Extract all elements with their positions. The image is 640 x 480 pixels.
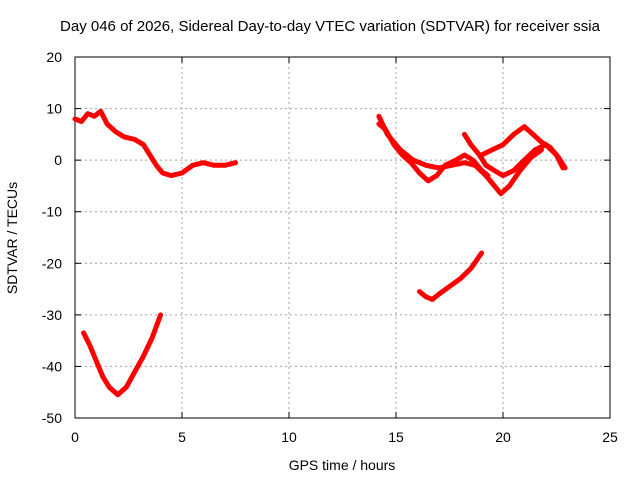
x-tick-labels: 0 5 10 15 20 25 [71,429,618,445]
series-line-track-b-dip [417,250,485,302]
y-tick-label: 10 [46,101,62,117]
y-tick-label: 0 [54,152,62,168]
y-tick-labels: -50 -40 -30 -20 -10 0 10 20 [42,49,62,426]
grid [75,57,610,418]
plot-area [72,108,568,398]
series-line-track-a-dip [81,312,164,398]
y-tick-label: -30 [42,307,62,323]
y-tick-label: -10 [42,204,62,220]
plot-frame [74,56,611,419]
x-tick-label: 25 [602,429,618,445]
y-axis-label: SDTVAR / TECUs [4,182,20,294]
x-tick-label: 5 [178,429,186,445]
y-tick-label: -50 [42,410,62,426]
y-tick-label: 20 [46,49,62,65]
series-line-track-b4 [479,124,568,171]
series-line-track-b1 [376,121,491,184]
x-axis-label: GPS time / hours [289,457,396,473]
x-tick-label: 0 [71,429,79,445]
y-tick-label: -40 [42,358,62,374]
ticks [74,56,611,419]
x-tick-label: 10 [281,429,297,445]
x-tick-label: 15 [388,429,404,445]
series-line-track-b2 [376,113,544,197]
chart-title: Day 046 of 2026, Sidereal Day-to-day VTE… [60,18,601,35]
series-line-track-a-main [72,108,238,179]
y-tick-label: -20 [42,255,62,271]
x-tick-label: 20 [495,429,511,445]
